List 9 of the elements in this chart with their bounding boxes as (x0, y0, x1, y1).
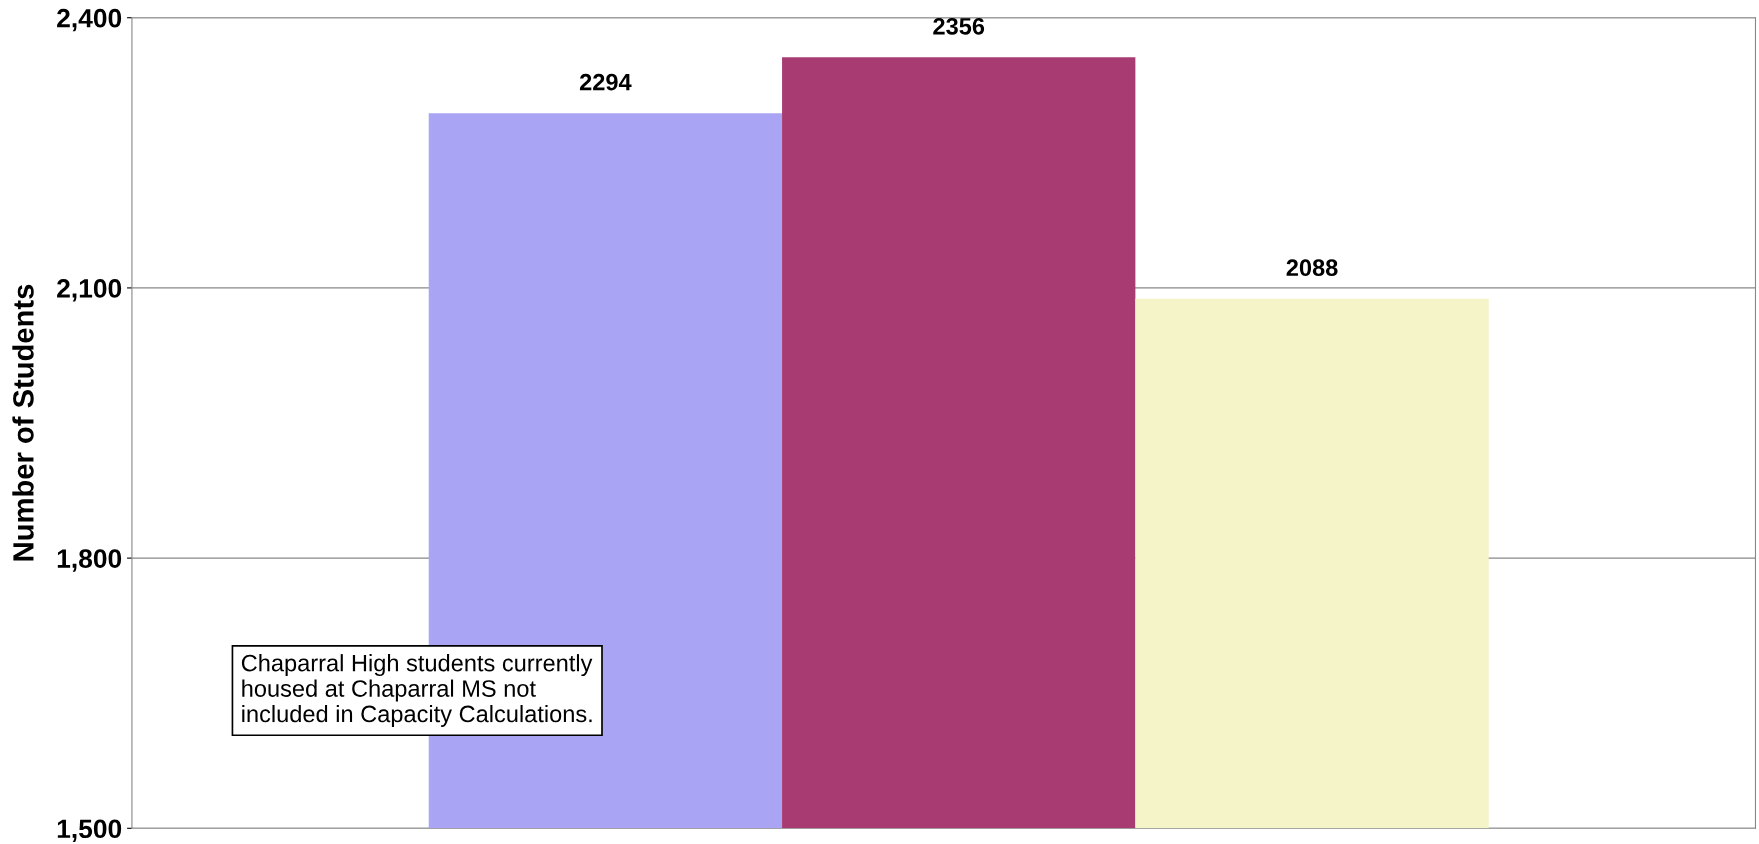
y-tick-label: 2,100 (57, 279, 122, 302)
y-axis-title: Number of Students (12, 284, 34, 561)
y-tick-label: 2,400 (57, 8, 122, 32)
data-label: 2294 (579, 73, 632, 91)
data-label: 2356 (933, 17, 985, 35)
y-tick-label: 1,800 (57, 549, 122, 572)
y-tick-label: 1,500 (57, 819, 122, 842)
data-label: 2088 (1286, 259, 1338, 277)
annotation: Chaparral High students currently housed at Chaparral MS not included in Capacity Calculations. (241, 654, 593, 727)
